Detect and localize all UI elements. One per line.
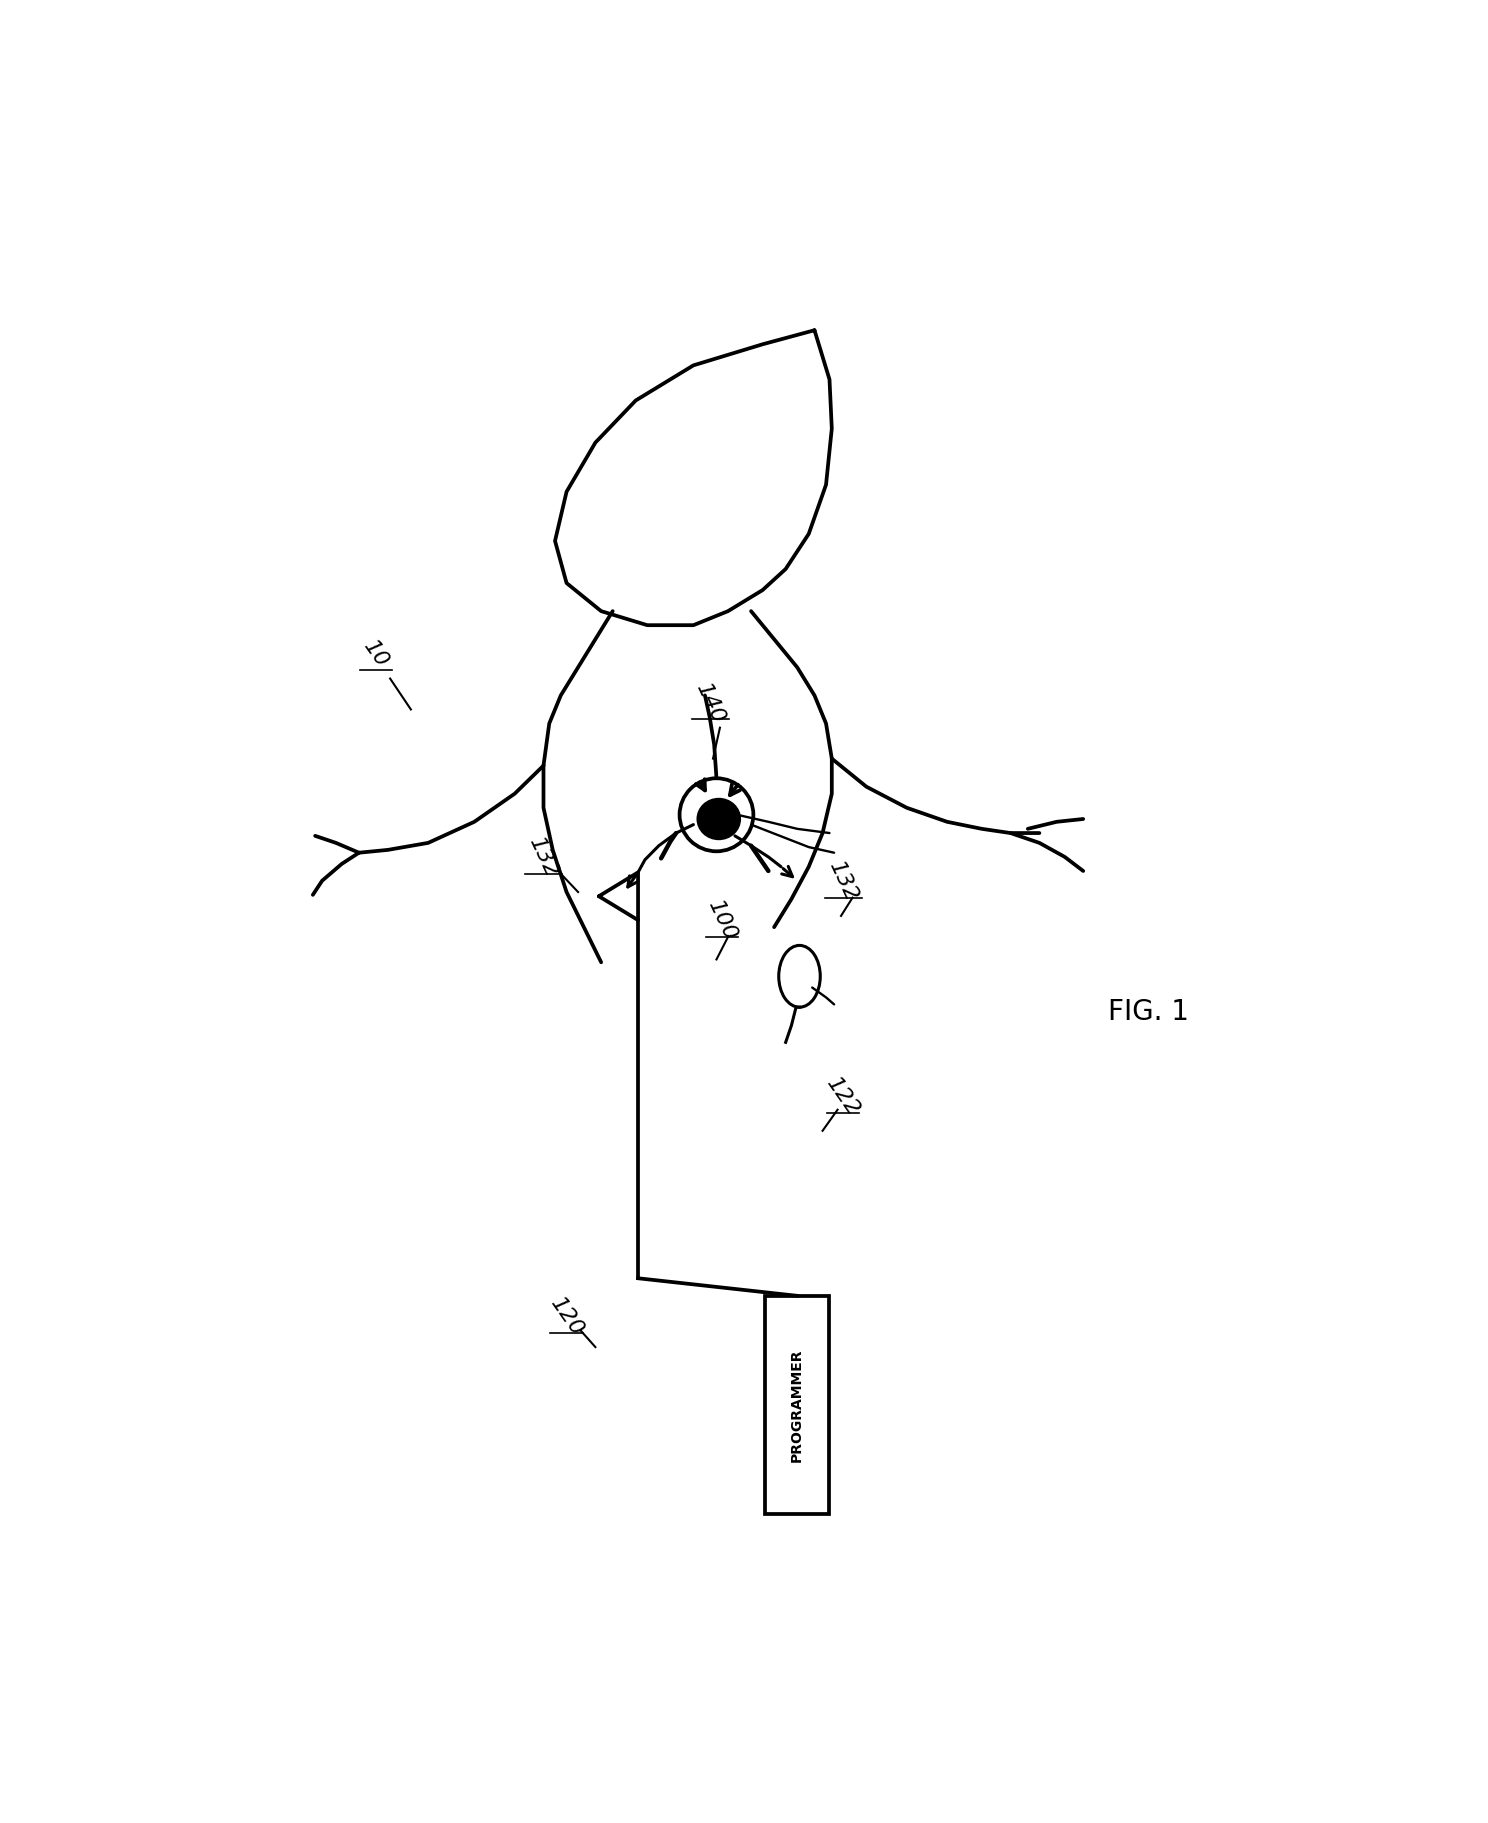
Text: 100: 100 <box>704 897 740 944</box>
Text: 10: 10 <box>360 636 393 671</box>
Ellipse shape <box>698 800 740 839</box>
Text: 120: 120 <box>546 1293 586 1340</box>
Text: 140: 140 <box>693 680 729 726</box>
Text: FIG. 1: FIG. 1 <box>1109 997 1189 1026</box>
Text: PROGRAMMER: PROGRAMMER <box>790 1349 804 1462</box>
Text: 122: 122 <box>823 1074 863 1119</box>
Text: 132: 132 <box>525 835 561 881</box>
Text: 132: 132 <box>826 859 862 904</box>
